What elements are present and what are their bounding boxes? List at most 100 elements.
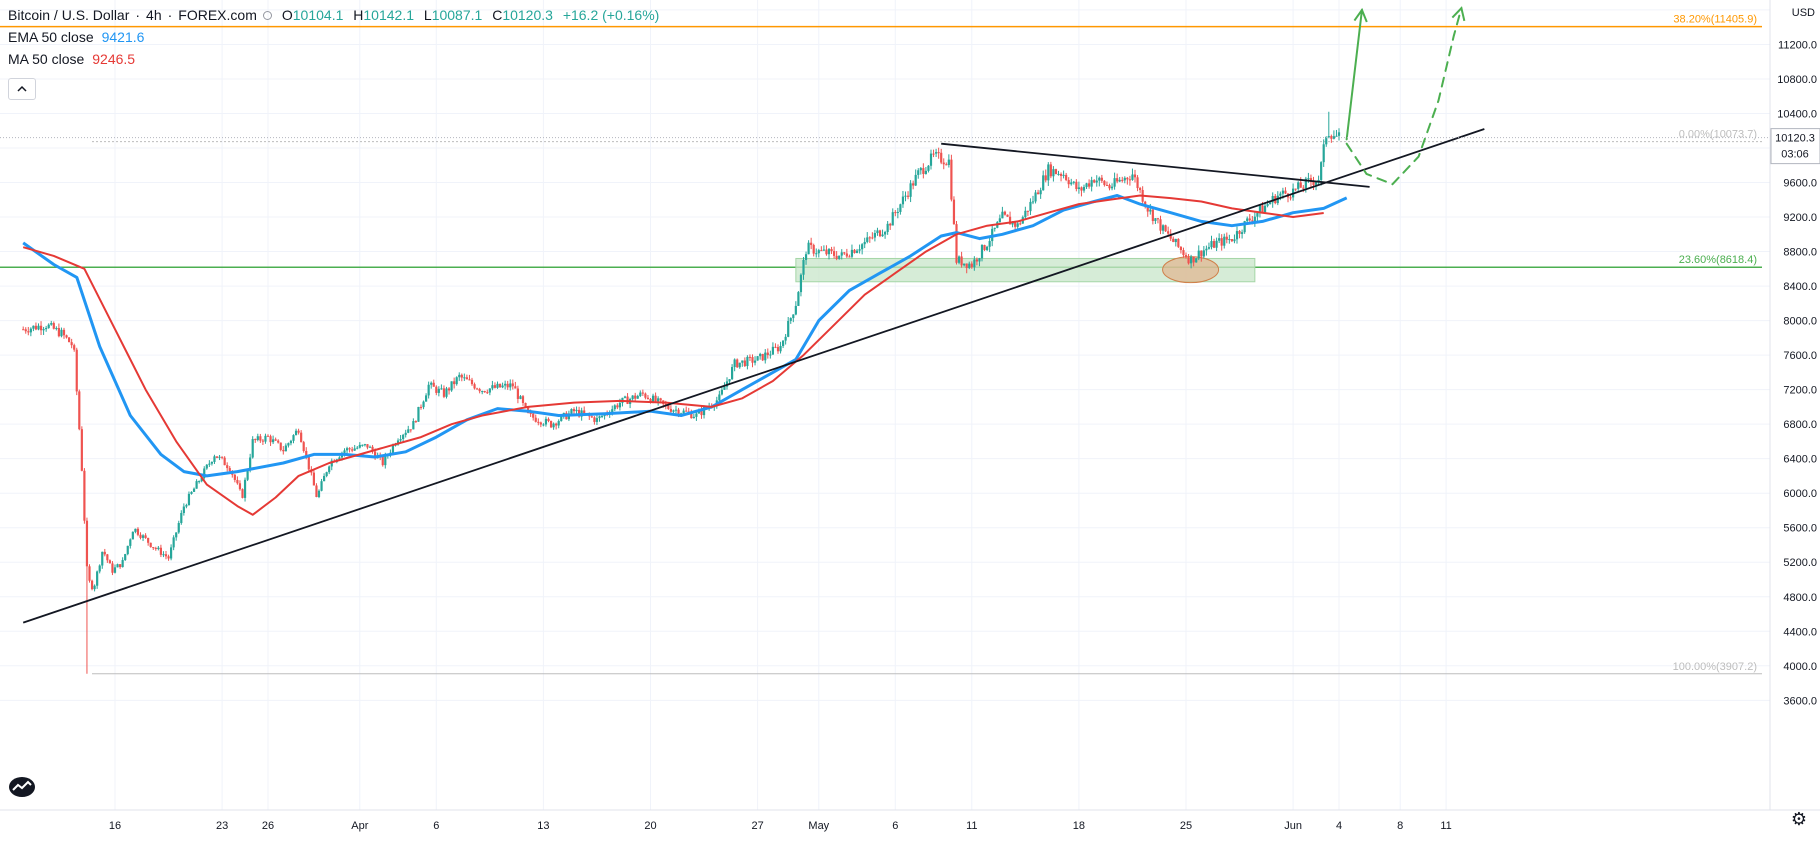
moving-averages [22,194,1348,516]
candle-body [1172,238,1175,243]
candle-body [871,237,874,239]
ema-legend-row[interactable]: EMA 50 close 9421.6 [8,26,665,48]
projection-dashed-path[interactable] [1345,7,1463,186]
candle-body [154,548,157,550]
candle-body [973,259,976,268]
candle-body [825,249,828,255]
candle-body [1098,177,1101,181]
support-zone[interactable] [795,257,1256,283]
candle-body [430,382,433,385]
candle-body [409,429,412,431]
collapse-legend-button[interactable] [8,78,36,100]
candle-body [998,218,1001,223]
candle-body [950,159,953,200]
candle-body [1284,190,1287,194]
candle-body [1251,220,1254,222]
candle-body [937,152,940,154]
candle-body [853,249,856,253]
candle-body [323,475,326,482]
arrowhead-icon [1353,7,1368,23]
ascending-trendline[interactable] [22,128,1485,624]
candle-body [399,439,402,441]
projection-arrow-path[interactable] [1345,8,1363,141]
candle-body [555,423,558,426]
ema-study-name[interactable]: EMA 50 close [8,29,94,45]
candle-body [942,162,945,165]
candle-body [552,423,555,428]
candle-body [1154,218,1157,222]
candle-body [511,383,514,387]
time-tick-label: 6 [433,820,439,832]
ma-study-name[interactable]: MA 50 close [8,51,85,67]
candle-body [924,170,927,174]
candle-body [909,183,912,197]
price-tick-label: 11200.0 [1778,39,1817,51]
candle-body [840,252,843,256]
symbol-name[interactable]: Bitcoin / U.S. Dollar [8,7,130,23]
candle-body [1077,187,1080,189]
candle-body [1088,183,1091,187]
fib-level-label: 100.00%(3907.2) [1673,661,1757,673]
candle-body [514,386,517,389]
candle-body [738,362,741,368]
gear-icon[interactable]: ⚙ [1790,809,1808,829]
candle-body [1118,179,1121,182]
candle-body [1297,182,1300,189]
last-price-badge[interactable] [1770,128,1820,165]
candle-body [1179,246,1182,251]
time-axis[interactable]: 16 23 26 Apr 6 13 20 27 May 6 11 18 25 Jun 4 8 11 [0,809,1820,836]
candle-body [297,430,300,433]
candle-body [65,335,68,338]
time-tick-label: 16 [109,820,121,832]
time-tick-label: May [808,820,829,832]
candle-body [1001,211,1004,219]
candle-body [85,520,89,567]
candle-body [470,379,474,385]
bar-countdown-label: 03:06 [1781,149,1809,161]
currency-badge[interactable] [1773,2,1817,22]
currency-label: USD [1792,7,1815,19]
candle-body [886,223,889,232]
candle-body [891,212,894,226]
candle-body [810,242,813,245]
candle-body [289,440,293,444]
descending-trendline[interactable] [941,142,1370,188]
support-highlight-ellipse[interactable] [1162,256,1220,284]
candle-body [37,325,40,330]
separator: · [135,7,141,23]
candle-body [896,211,899,213]
projections[interactable] [1345,6,1466,186]
candle-body [838,255,841,259]
candle-body [200,477,203,482]
ma-legend-row[interactable]: MA 50 close 9246.5 [8,48,665,70]
candle-body [866,237,869,242]
candle-body [419,406,423,408]
time-tick-label: 11 [966,820,977,832]
candle-body [233,474,236,480]
tradingview-logo-icon[interactable] [8,776,36,798]
candle-body [889,223,892,226]
candle-body [445,388,448,397]
candle-body [218,456,221,458]
candle-body [975,259,978,262]
candle-body [774,346,777,348]
candle-body [259,436,262,441]
candle-body [1332,136,1335,139]
candle-body [1123,177,1126,181]
candle-body [940,152,943,163]
support-zone-layer[interactable] [795,256,1256,284]
candle-body [1238,231,1241,234]
candle-body [1151,209,1154,222]
fib-level-label: 38.20%(11405.9) [1673,14,1757,26]
time-tick-label: 23 [216,820,228,832]
candle-body [927,165,930,171]
candle-body [42,329,45,331]
price-tick-label: 9600.0 [1783,178,1817,190]
trendlines[interactable] [22,128,1485,624]
candle-body [843,252,846,254]
symbol-row: Bitcoin / U.S. Dollar · 4h · FOREX.com O… [8,4,665,26]
interval[interactable]: 4h [146,7,162,23]
